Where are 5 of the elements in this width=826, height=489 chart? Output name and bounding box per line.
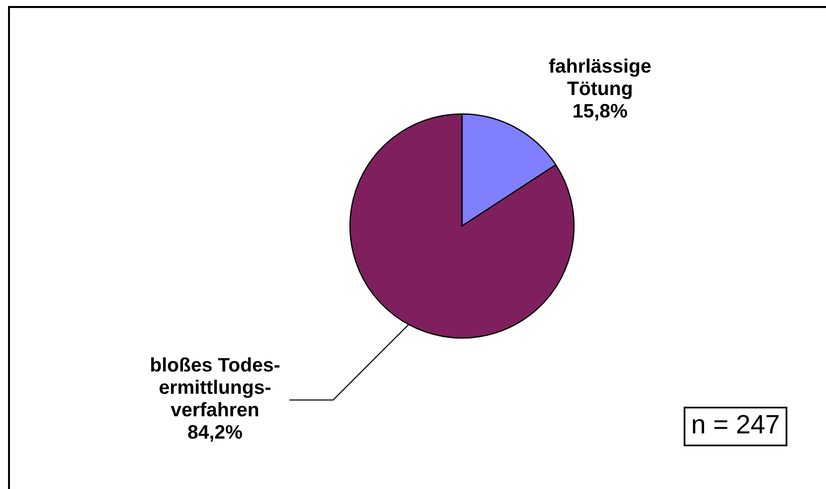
slice-label: fahrlässige Tötung xyxy=(549,58,651,100)
data-label: 84,2% xyxy=(188,425,242,442)
data-label: 15,8% xyxy=(574,104,628,120)
slice-label: bloßes Todes- ermittlungs- verfahren xyxy=(151,357,280,416)
text: n = 247 xyxy=(692,414,779,434)
